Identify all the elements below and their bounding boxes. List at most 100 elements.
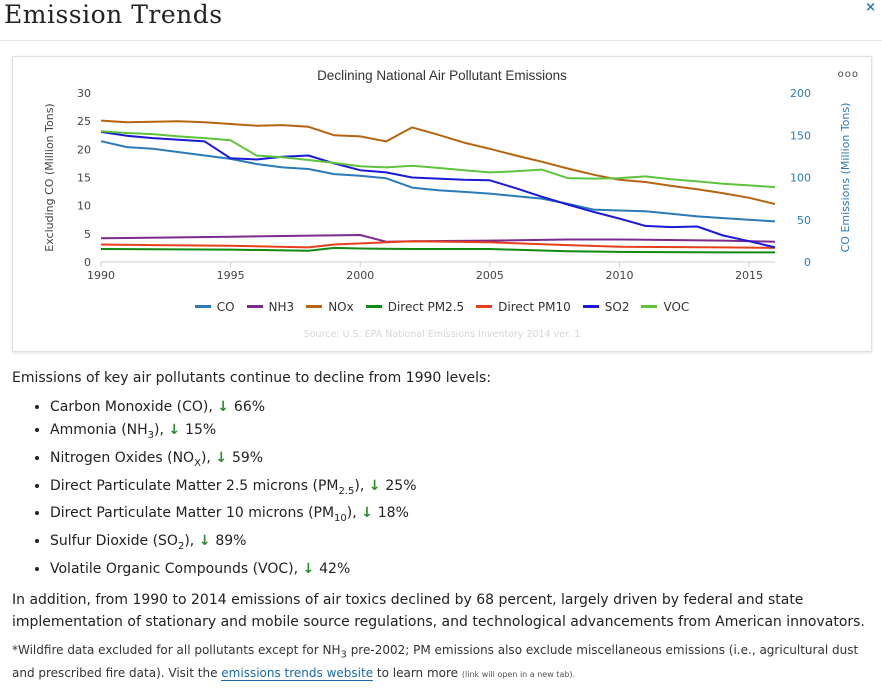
y-left-tick-label: 5 [84,228,91,241]
pollutant-label-end: ), [200,449,216,466]
legend-swatch [641,305,658,308]
down-arrow-icon: ↓ [361,505,378,522]
y-right-tick-label: 200 [790,87,811,100]
legend-swatch [582,305,599,308]
y-left-tick-label: 25 [77,115,91,128]
emissions-trends-link[interactable]: emissions trends website [221,666,374,682]
down-arrow-icon: ↓ [198,533,216,550]
down-arrow-icon: ↓ [217,399,234,415]
pollutant-subscript: 2.5 [338,485,355,497]
pollutant-label-end: ), [184,533,199,550]
pollutant-subscript: 2 [177,540,185,552]
series-line-co [100,140,776,223]
pollutant-decline-percent: 66% [233,399,266,415]
pollutant-decline-percent: 15% [185,422,217,438]
pollutant-label-end: ), [354,477,369,494]
legend-label: VOC [663,299,690,314]
legend-item[interactable]: NOx [306,300,354,314]
intro-text: Emissions of key air pollutants continue… [12,370,492,386]
y-left-axis-title: Excluding CO (Million Tons) [43,103,56,251]
y-left-tick-label: 10 [77,200,91,213]
emissions-chart: Declining National Air Pollutant Emissio… [43,68,852,282]
chart-legend: CO NH3 NOx Direct PM2.5 Direct PM10 SO2 VOC [13,297,871,314]
chart-card: Declining National Air Pollutant Emissio… [12,56,872,352]
pollutant-decline-percent: 42% [319,560,351,577]
pollutant-label: Volatile Organic Compounds (VOC), [50,560,303,577]
pollutant-list: Carbon Monoxide (CO), ↓ 66%Ammonia (NH3)… [12,396,872,581]
pollutant-decline-percent: 89% [215,533,247,550]
x-tick-label: 2015 [735,269,763,282]
x-tick-label: 2005 [476,269,504,282]
pollutant-label: Direct Particulate Matter 10 microns (PM [50,505,335,522]
y-right-tick-label: 150 [790,129,811,142]
content: Emissions of key air pollutants continue… [12,368,872,684]
chart-menu-button[interactable]: ooo [837,69,859,80]
legend-swatch [365,305,382,308]
down-arrow-icon: ↓ [302,560,320,577]
down-arrow-icon: ↓ [168,422,186,438]
legend-label: NH3 [268,299,295,314]
legend-label: SO2 [604,299,630,314]
series-line-direct-pm10 [100,240,776,249]
pollutant-item: Carbon Monoxide (CO), ↓ 66% [50,396,872,419]
pollutant-label: Direct Particulate Matter 2.5 microns (P… [50,477,339,494]
legend-label: CO [216,299,235,314]
pollutant-item: Ammonia (NH3), ↓ 15% [50,419,872,447]
pollutant-label: Sulfur Dioxide (SO [50,533,178,550]
pollutant-label: Ammonia (NH [50,422,148,438]
footnote-text-mid: pre-2002; PM emissions also exclude misc… [12,642,859,681]
page-title: Emission Trends [4,0,223,29]
legend-label: NOx [328,299,354,314]
series-line-direct-pm2-5 [100,246,775,254]
legend-swatch [246,305,263,308]
pollutant-label-end: ), [154,422,169,438]
legend-item[interactable]: SO2 [582,299,630,314]
pollutant-item: Sulfur Dioxide (SO2), ↓ 89% [50,530,872,558]
dialog-header: Emission Trends × [0,0,882,41]
x-tick-label: 1995 [217,269,245,282]
footnote: *Wildfire data excluded for all pollutan… [12,641,872,684]
legend-swatch [476,305,493,308]
legend-item[interactable]: NH3 [246,299,295,314]
down-arrow-icon: ↓ [368,477,386,494]
x-tick-label: 1990 [87,269,115,282]
legend-item[interactable]: Direct PM10 [476,300,571,314]
pollutant-label: Carbon Monoxide (CO), [50,399,218,415]
close-icon[interactable]: × [865,0,876,15]
footnote-sub: 3 [340,649,347,661]
pollutant-subscript: 3 [147,429,155,441]
footnote-tiny: (link will open in a new tab). [461,670,576,680]
chart-title: Declining National Air Pollutant Emissio… [317,68,567,83]
pollutant-item: Volatile Organic Compounds (VOC), ↓ 42% [50,558,872,581]
footnote-text: *Wildfire data excluded for all pollutan… [12,642,341,657]
x-tick-label: 2000 [346,269,374,282]
down-arrow-icon: ↓ [215,449,232,466]
pollutant-decline-percent: 18% [377,505,409,522]
y-left-tick-label: 15 [77,172,91,185]
series-line-so2 [100,130,776,249]
y-left-tick-label: 30 [77,87,91,100]
y-right-tick-label: 100 [790,172,811,185]
air-toxics-paragraph: In addition, from 1990 to 2014 emissions… [12,591,865,630]
pollutant-item: Direct Particulate Matter 10 microns (PM… [50,502,872,530]
y-left-tick-label: 20 [77,143,91,156]
y-left-tick-label: 0 [84,256,91,269]
legend-item[interactable]: VOC [641,300,689,314]
y-right-tick-label: 0 [804,256,811,269]
pollutant-subscript: 10 [334,513,347,525]
pollutant-label-end: ), [346,505,362,522]
legend-item[interactable]: Direct PM2.5 [365,299,465,314]
pollutant-item: Direct Particulate Matter 2.5 microns (P… [50,475,872,503]
pollutant-subscript: X [194,457,201,469]
y-right-tick-label: 50 [797,214,811,227]
x-tick-label: 2010 [605,269,633,282]
legend-swatch [194,305,211,308]
pollutant-item: Nitrogen Oxides (NOX), ↓ 59% [50,447,872,475]
footnote-text-post: to learn more [373,666,462,681]
legend-label: Direct PM2.5 [387,299,465,314]
chart-source: Source: U.S. EPA National Emissions Inve… [303,329,581,340]
y-right-axis-title: CO Emissions (Million Tons) [839,103,852,253]
series-line-nox [100,119,776,205]
pollutant-label: Nitrogen Oxides (NO [50,449,195,466]
legend-item[interactable]: CO [194,299,235,314]
